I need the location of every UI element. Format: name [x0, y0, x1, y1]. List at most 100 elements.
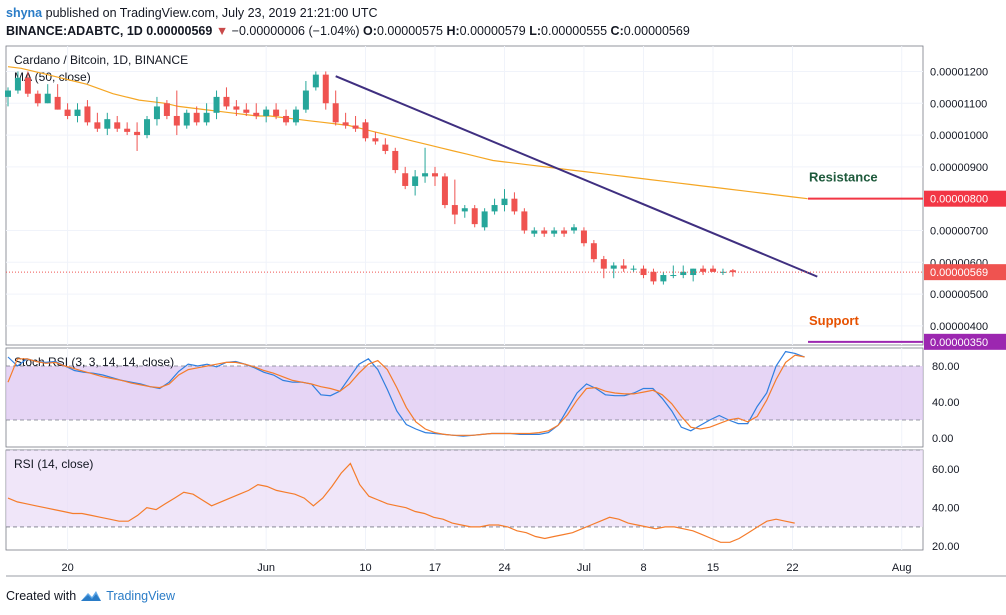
y-tick-label: 0.00000500 [930, 289, 988, 301]
candle-body [332, 103, 339, 123]
low-value: 0.00000555 [541, 24, 608, 38]
x-tick-label: 17 [429, 562, 441, 574]
stoch-d-line [7, 354, 805, 436]
change-arrow-icon: ▼ [215, 24, 229, 38]
trading-chart[interactable]: 20 Jun 10 17 24 Jul 8 15 22 Aug 0.00001200 0.000011… [0, 0, 1006, 585]
candle-body [441, 176, 448, 206]
candle-body [84, 106, 91, 123]
candle-body [64, 109, 71, 116]
support-price-label: 0.00000350 [930, 337, 988, 349]
published-text: published on TradingView.com, July 23, 2… [45, 6, 378, 20]
candle-body [571, 227, 578, 231]
y-tick-label: 0.00000900 [930, 162, 988, 174]
candle-body [670, 275, 677, 277]
x-tick-label: 10 [359, 562, 371, 574]
y-tick-label: 0.00001000 [930, 130, 988, 142]
candle-body [719, 271, 726, 273]
candle-body [680, 271, 687, 276]
stoch-tick-label: 0.00 [932, 433, 953, 445]
x-tick-label: 8 [640, 562, 646, 574]
y-tick-label: 0.00001200 [930, 66, 988, 78]
candle-body [44, 93, 51, 104]
current-price-label: 0.00000569 [930, 267, 988, 279]
candle-body [94, 122, 101, 129]
rsi-tick-label: 40.00 [932, 503, 960, 515]
candle-body [273, 109, 280, 116]
candle-body [322, 74, 329, 104]
stoch-k-line [7, 350, 805, 437]
candle-body [511, 198, 518, 212]
candle-body [144, 119, 151, 136]
trendline [335, 75, 818, 278]
x-tick-label: 15 [707, 562, 719, 574]
rsi-label: RSI (14, close) [14, 457, 93, 471]
candle-body [173, 115, 180, 126]
candle-body [163, 103, 170, 116]
candle-body [630, 268, 637, 270]
high-label: H: [446, 24, 460, 38]
candle-body [412, 176, 419, 186]
candle-body [34, 93, 41, 104]
tradingview-brand[interactable]: TradingView [106, 589, 175, 603]
candle-body [362, 122, 369, 139]
candle-body [491, 205, 498, 212]
candle-body [729, 270, 736, 273]
candle-body [312, 74, 319, 88]
candle-body [134, 131, 141, 136]
candle-body [283, 115, 290, 123]
candle-body [54, 96, 61, 110]
author-name[interactable]: shyna [6, 6, 43, 20]
candle-body [104, 119, 111, 129]
candle-body [372, 138, 379, 142]
candle-body [620, 265, 627, 269]
stoch-band [6, 366, 923, 420]
footer: Created with TradingView [6, 589, 175, 603]
chart-header: shyna published on TradingView.com, July… [6, 4, 1006, 44]
candle-body [451, 205, 458, 215]
candle-body [263, 109, 270, 116]
candle-body [402, 173, 409, 186]
candle-body [14, 77, 21, 91]
high-value: 0.00000579 [459, 24, 526, 38]
published-line: shyna published on TradingView.com, July… [6, 4, 1006, 22]
candle-body [203, 112, 210, 123]
low-label: L: [529, 24, 542, 38]
y-tick-label: 0.00000700 [930, 225, 988, 237]
ma-line [7, 66, 808, 200]
resistance-price-bg [924, 190, 1006, 207]
rsi-line [7, 462, 795, 543]
candle-body [24, 77, 31, 94]
candle-body [640, 268, 647, 276]
symbol-line: BINANCE:ADABTC, 1D 0.00000569 ▼ −0.00000… [6, 22, 1006, 40]
candle-body [541, 230, 548, 234]
support-label: Support [809, 313, 859, 328]
candle-body [382, 144, 389, 151]
candle-body [114, 122, 121, 129]
symbol-text: BINANCE:ADABTC, 1D 0.00000569 [6, 24, 213, 38]
close-value: 0.00000569 [623, 24, 690, 38]
x-tick-label: Jul [577, 562, 591, 574]
candle-body [700, 268, 707, 272]
candle-body [481, 211, 488, 228]
y-tick-label: 0.00001100 [930, 98, 987, 110]
candle-body [5, 90, 11, 97]
stoch-tick-label: 40.00 [932, 397, 960, 409]
open-label: O: [363, 24, 377, 38]
current-price-label-bg [924, 264, 1006, 281]
stoch-label: Stoch RSI (3, 3, 14, 14, close) [14, 355, 174, 369]
candle-body [253, 112, 260, 116]
rsi-tick-label: 60.00 [932, 464, 960, 476]
candle-body [600, 259, 607, 269]
change-text: −0.00000006 (−1.04%) [231, 24, 360, 38]
candle-body [74, 109, 81, 116]
candle-body [650, 271, 657, 282]
x-tick-label: Jun [257, 562, 275, 574]
candle-body [501, 198, 508, 206]
candle-body [521, 211, 528, 231]
y-tick-label: 0.00000400 [930, 321, 988, 333]
stoch-tick-label: 80.00 [932, 361, 960, 373]
candle-body [342, 122, 349, 126]
x-tick-label: 20 [61, 562, 73, 574]
candle-body [292, 109, 299, 123]
candle-body [352, 125, 359, 129]
